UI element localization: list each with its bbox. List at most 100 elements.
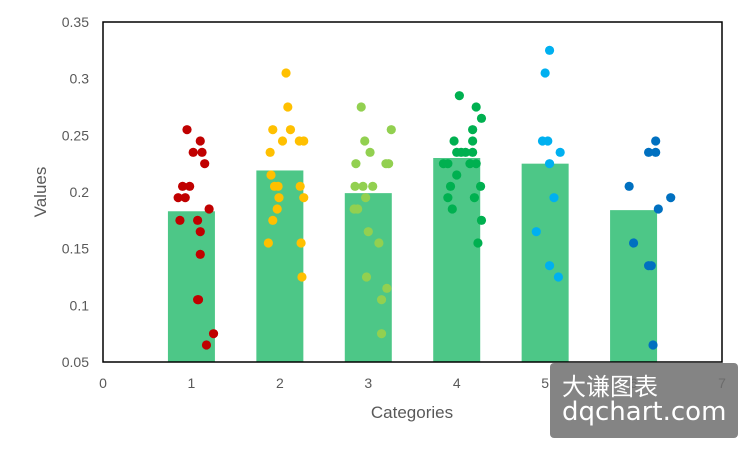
point-cat4-3: [476, 113, 487, 123]
point-cat1-9: [180, 193, 190, 203]
point-cat3-17: [382, 283, 392, 293]
y-tick-label-6: 0.35: [62, 14, 89, 30]
point-cat5-10: [553, 272, 564, 282]
point-cat2-9: [266, 170, 276, 180]
point-cat2-14: [299, 193, 309, 203]
point-cat4-14: [471, 159, 481, 169]
x-tick-label-4: 4: [453, 375, 461, 391]
point-cat5-2: [540, 68, 550, 78]
point-cat3-10: [368, 181, 378, 191]
bar-6: [610, 210, 658, 362]
x-tick-label-1: 1: [188, 375, 196, 391]
point-cat6-1: [651, 136, 661, 146]
point-cat2-19: [297, 272, 307, 282]
point-cat1-4: [197, 147, 207, 157]
point-cat4-19: [469, 193, 479, 203]
point-cat4-17: [475, 181, 486, 191]
point-cat6-2: [644, 147, 654, 157]
watermark-title: 大谦图表: [562, 373, 658, 401]
point-cat1-8: [173, 193, 183, 203]
point-cat3-7: [384, 159, 394, 169]
point-cat6-10: [648, 340, 658, 350]
point-cat2-3: [268, 125, 278, 135]
bar-4: [433, 158, 481, 362]
point-cat2-2: [283, 102, 293, 112]
point-cat3-19: [376, 329, 387, 339]
point-cat2-5: [265, 147, 275, 157]
point-cat1-17: [208, 329, 219, 339]
point-cat3-5: [351, 159, 361, 169]
y-axis-title: Values: [31, 167, 50, 218]
point-cat2-11: [273, 181, 283, 191]
point-cat4-1: [454, 91, 464, 101]
point-cat5-6: [544, 159, 555, 169]
point-cat1-12: [193, 215, 203, 225]
point-cat4-15: [452, 170, 462, 180]
point-cat1-7: [185, 181, 195, 191]
point-cat4-18: [443, 193, 453, 203]
point-cat2-8: [299, 136, 309, 146]
point-cat4-16: [445, 181, 456, 191]
point-cat4-5: [449, 136, 459, 146]
point-cat4-4: [468, 125, 478, 135]
point-cat3-15: [374, 238, 384, 248]
point-cat4-21: [476, 215, 487, 225]
x-axis-title: Categories: [371, 403, 453, 422]
bar-1: [167, 211, 215, 362]
point-cat6-3: [651, 147, 661, 157]
point-cat1-6: [177, 181, 188, 191]
point-cat5-5: [555, 147, 565, 157]
bar-5: [521, 163, 569, 362]
point-cat1-1: [182, 125, 192, 135]
point-cat1-5: [200, 159, 210, 169]
plot-frame: [102, 21, 723, 363]
point-cat3-3: [365, 147, 375, 157]
point-cat4-20: [447, 204, 457, 214]
x-tick-label-3: 3: [364, 375, 372, 391]
point-cat4-22: [473, 238, 483, 248]
point-cat3-1: [356, 102, 366, 112]
watermark-badge: 大谦图表 dqchart.com: [550, 363, 738, 438]
x-tick-label-2: 2: [276, 375, 284, 391]
y-tick-label-5: 0.3: [70, 71, 90, 87]
point-cat6-7: [628, 238, 639, 248]
point-cat2-6: [277, 136, 288, 146]
watermark-url: dqchart.com: [562, 397, 727, 427]
point-cat2-13: [274, 193, 284, 203]
point-cat2-12: [295, 181, 305, 191]
point-cat3-16: [361, 272, 372, 282]
y-tick-label-1: 0.1: [70, 297, 90, 313]
point-cat1-2: [195, 136, 205, 146]
point-cat5-8: [531, 227, 541, 237]
point-cat2-17: [263, 238, 273, 248]
point-cat6-6: [653, 204, 663, 214]
bars-layer: [167, 158, 658, 362]
point-cat3-4: [386, 125, 396, 135]
point-cat3-9: [358, 181, 368, 191]
point-cat2-15: [272, 204, 282, 214]
point-cat5-7: [549, 193, 559, 203]
point-cat1-10: [204, 204, 214, 214]
points-layer: [173, 45, 676, 350]
point-cat4-2: [471, 102, 481, 112]
y-tick-label-4: 0.25: [62, 127, 89, 143]
point-cat2-1: [281, 68, 291, 78]
point-cat3-13: [353, 204, 363, 214]
x-tick-label-0: 0: [99, 375, 107, 391]
y-tick-label-0: 0.05: [62, 354, 89, 370]
point-cat1-16: [193, 295, 204, 305]
point-cat5-1: [544, 45, 555, 55]
point-cat2-18: [296, 238, 306, 248]
point-cat3-14: [363, 227, 373, 237]
plot-border: [102, 21, 723, 363]
point-cat4-10: [468, 147, 478, 157]
point-cat1-3: [188, 147, 198, 157]
point-cat1-11: [175, 215, 185, 225]
point-cat5-9: [544, 261, 555, 271]
point-cat2-16: [268, 215, 278, 225]
point-cat6-4: [624, 181, 634, 191]
y-tick-label-3: 0.2: [70, 184, 90, 200]
point-cat4-9: [460, 147, 471, 157]
bar-2: [256, 170, 304, 362]
